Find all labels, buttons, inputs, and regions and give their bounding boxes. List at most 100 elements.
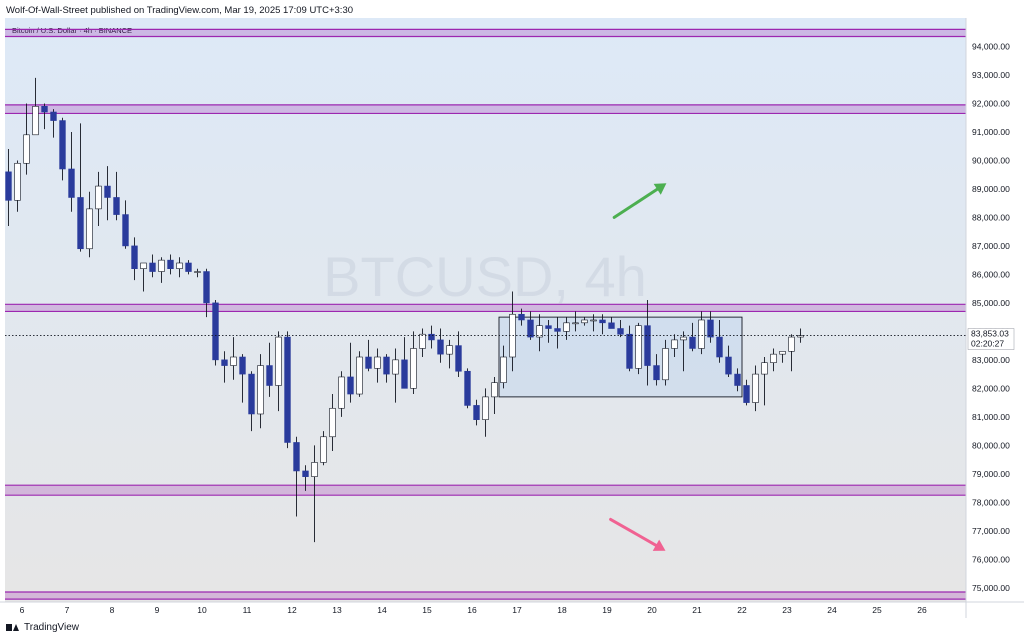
candle xyxy=(599,314,606,335)
x-tick-label: 18 xyxy=(557,605,567,615)
zone-fill xyxy=(5,592,966,600)
candle xyxy=(68,131,75,212)
candle xyxy=(419,328,426,358)
candle-body-down xyxy=(68,168,75,198)
bar-countdown: 02:20:27 xyxy=(971,339,1004,349)
x-tick-label: 7 xyxy=(65,605,70,615)
candle-body-down xyxy=(545,325,552,329)
candle-body-down xyxy=(626,333,633,369)
candle-body-up xyxy=(500,356,507,383)
candle xyxy=(266,342,273,397)
candle-body-down xyxy=(185,262,192,272)
candle xyxy=(131,237,138,281)
candle xyxy=(293,436,300,517)
candle-body-up xyxy=(590,319,597,322)
candle-body-up xyxy=(761,362,768,375)
candle-body-down xyxy=(221,359,228,366)
candle xyxy=(77,123,84,252)
x-tick-label: 12 xyxy=(287,605,297,615)
candle-body-down xyxy=(113,197,120,215)
candle-body-down xyxy=(653,365,660,381)
candle-body-up xyxy=(230,356,237,366)
candle xyxy=(365,339,372,372)
candle-body-up xyxy=(419,333,426,349)
x-tick-label: 15 xyxy=(422,605,432,615)
tradingview-logo-text: TradingView xyxy=(24,622,80,633)
zone-fill xyxy=(5,304,966,312)
candle xyxy=(338,371,345,417)
candle xyxy=(14,160,21,212)
candle-body-up xyxy=(536,325,543,338)
symbol-watermark: BTCUSD, 4h xyxy=(323,245,647,308)
plot-background xyxy=(5,18,966,602)
candle-body-down xyxy=(41,106,48,113)
candle-body-up xyxy=(374,356,381,369)
candle-body-up xyxy=(491,382,498,398)
candle xyxy=(356,351,363,397)
candle xyxy=(680,331,687,372)
trend-arrow-icon xyxy=(612,183,667,219)
candlestick-chart[interactable]: BTCUSD, 4h Bitcoin / U.S. Dollar · 4h · … xyxy=(0,18,1024,618)
candle xyxy=(554,317,561,349)
candle-body-down xyxy=(734,373,741,386)
candle xyxy=(104,166,111,221)
candle xyxy=(185,260,192,275)
candle xyxy=(482,388,489,437)
candle-body-down xyxy=(248,373,255,415)
candle xyxy=(689,322,696,352)
x-tick-label: 13 xyxy=(332,605,342,615)
candle-body-down xyxy=(716,336,723,358)
chart-area[interactable]: BTCUSD, 4h Bitcoin / U.S. Dollar · 4h · … xyxy=(0,18,1024,618)
candle xyxy=(41,103,48,130)
x-tick-label: 9 xyxy=(155,605,160,615)
y-tick-label: 81,000.00 xyxy=(972,412,1010,422)
candle-body-up xyxy=(446,345,453,355)
candle xyxy=(122,200,129,249)
candle xyxy=(59,117,66,181)
x-tick-label: 10 xyxy=(197,605,207,615)
y-tick-label: 82,000.00 xyxy=(972,383,1010,393)
candle-body-down xyxy=(527,319,534,338)
candle-body-down xyxy=(365,356,372,369)
candle xyxy=(662,339,669,386)
x-tick-label: 19 xyxy=(602,605,612,615)
x-tick-label: 23 xyxy=(782,605,792,615)
candle-body-down xyxy=(149,262,156,272)
candle xyxy=(392,348,399,403)
candle xyxy=(698,311,705,355)
candle-body-down xyxy=(5,171,12,201)
candle xyxy=(518,308,525,326)
candle xyxy=(617,319,624,338)
candle xyxy=(248,371,255,432)
candle-body-down xyxy=(284,336,291,443)
candle-body-up xyxy=(23,134,30,164)
candle xyxy=(707,311,714,343)
candle xyxy=(716,319,723,363)
y-tick-label: 90,000.00 xyxy=(972,155,1010,165)
tradingview-footer[interactable]: TradingView xyxy=(6,622,79,633)
candle-body-down xyxy=(644,325,651,366)
candle-body-down xyxy=(707,319,714,338)
candle-body-up xyxy=(635,325,642,369)
candle-body-down xyxy=(743,385,750,403)
candle-body-up xyxy=(662,348,669,381)
candle-body-down xyxy=(347,376,354,395)
x-tick-label: 22 xyxy=(737,605,747,615)
last-price-label: 83,853.03 02:20:27 xyxy=(967,328,1015,350)
y-tick-label: 77,000.00 xyxy=(972,526,1010,536)
y-tick-label: 92,000.00 xyxy=(972,98,1010,108)
candle-body-up xyxy=(257,365,264,415)
candle-body-down xyxy=(617,328,624,335)
x-tick-label: 6 xyxy=(20,605,25,615)
candle-body-up xyxy=(752,373,759,403)
candle-body-down xyxy=(455,345,462,372)
candle-body-up xyxy=(392,359,399,375)
candle xyxy=(770,348,777,372)
x-tick-label: 21 xyxy=(692,605,702,615)
candle xyxy=(275,331,282,412)
candle xyxy=(761,357,768,406)
candle xyxy=(140,262,147,292)
candle xyxy=(671,334,678,358)
candle-body-up xyxy=(311,462,318,477)
candle-body-up xyxy=(194,271,201,273)
